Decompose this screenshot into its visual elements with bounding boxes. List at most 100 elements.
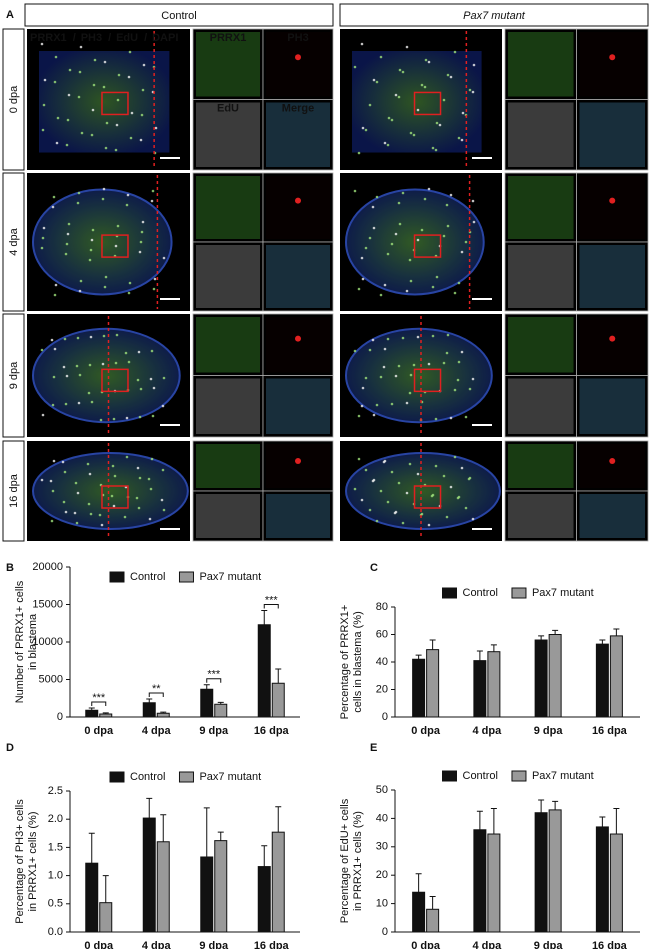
cell — [141, 88, 145, 92]
roi-box — [413, 485, 442, 509]
cell — [468, 387, 472, 391]
y-tick-label: 15000 — [32, 598, 63, 610]
cell — [401, 191, 405, 195]
cell — [126, 193, 130, 197]
cell — [398, 68, 402, 72]
cell — [139, 240, 143, 244]
ph3-cell — [295, 335, 301, 342]
cell — [383, 283, 387, 287]
cell — [150, 199, 154, 203]
bar — [473, 660, 487, 718]
bar — [85, 862, 99, 933]
legend-label: Pax7 mutant — [532, 587, 594, 599]
legend-swatch — [511, 770, 527, 782]
cell — [63, 470, 67, 474]
legend-label: Control — [130, 571, 165, 583]
cell — [408, 258, 412, 262]
inset-signal — [579, 176, 645, 239]
cell — [427, 362, 431, 366]
row-label-box — [2, 28, 25, 171]
cell — [457, 281, 461, 285]
cell — [129, 136, 133, 140]
cell — [383, 459, 387, 463]
y-tick-label: 50 — [376, 784, 388, 796]
cell — [54, 283, 58, 287]
cell — [41, 236, 45, 240]
bar — [200, 688, 214, 718]
cell — [464, 415, 468, 419]
error-bar — [217, 831, 224, 841]
cell — [434, 417, 438, 421]
error-bar — [415, 654, 422, 660]
cell — [90, 133, 94, 137]
panel-label: E — [370, 742, 377, 754]
cell — [100, 523, 104, 527]
error-bar — [415, 873, 422, 893]
bar — [548, 809, 562, 933]
cell — [431, 285, 435, 289]
y-tick-label: 30 — [376, 841, 388, 853]
cell — [408, 391, 412, 395]
cell — [460, 350, 464, 354]
inset-signal — [579, 102, 645, 167]
cell — [390, 118, 394, 122]
cell — [442, 361, 446, 365]
cell — [51, 205, 55, 209]
error-bar — [490, 644, 497, 652]
cell — [375, 195, 379, 199]
cell — [457, 495, 461, 499]
ph3-cell — [295, 54, 301, 61]
roi-box — [101, 234, 129, 258]
error-bar — [476, 650, 483, 661]
x-tick-label: 9 dpa — [199, 940, 229, 949]
x-tick-label: 0 dpa — [84, 940, 114, 949]
cell — [116, 224, 120, 228]
cell — [379, 293, 383, 297]
cell — [372, 478, 376, 482]
cell — [52, 375, 56, 379]
bar — [271, 682, 285, 718]
group-header-box — [339, 3, 649, 27]
cell — [160, 498, 164, 502]
cell — [386, 337, 390, 341]
cell — [128, 50, 132, 54]
bar — [214, 840, 228, 933]
cell — [79, 45, 83, 49]
legend-label: Pax7 mutant — [199, 571, 261, 583]
bar — [85, 709, 99, 718]
bar — [426, 649, 440, 718]
cell — [127, 360, 131, 364]
inset-signal — [579, 317, 645, 373]
cell — [364, 468, 368, 472]
cell — [74, 481, 78, 485]
cell — [371, 205, 375, 209]
cell — [471, 90, 475, 94]
cell — [431, 334, 435, 338]
tissue — [345, 452, 501, 530]
cell — [149, 487, 153, 491]
cell — [471, 377, 475, 381]
cell — [361, 126, 365, 130]
inset-signal — [508, 176, 574, 239]
y-tick-label: 10 — [376, 898, 388, 910]
cell — [80, 131, 84, 135]
cell — [114, 361, 118, 365]
cell — [379, 489, 383, 493]
x-tick-label: 4 dpa — [473, 725, 503, 737]
channel-label: EdU — [116, 32, 138, 44]
cell — [62, 500, 66, 504]
cell — [79, 279, 83, 283]
y-tick-label: 10000 — [32, 636, 63, 648]
cell — [361, 277, 365, 281]
cell — [88, 363, 92, 367]
error-bar — [552, 800, 559, 810]
inset-signal — [196, 317, 260, 373]
x-tick-label: 16 dpa — [592, 940, 628, 949]
cell — [360, 42, 364, 46]
cell — [401, 336, 405, 340]
cell — [461, 111, 465, 115]
cell — [91, 228, 95, 232]
cell — [51, 489, 55, 493]
bar — [412, 658, 426, 718]
cell — [360, 256, 364, 260]
